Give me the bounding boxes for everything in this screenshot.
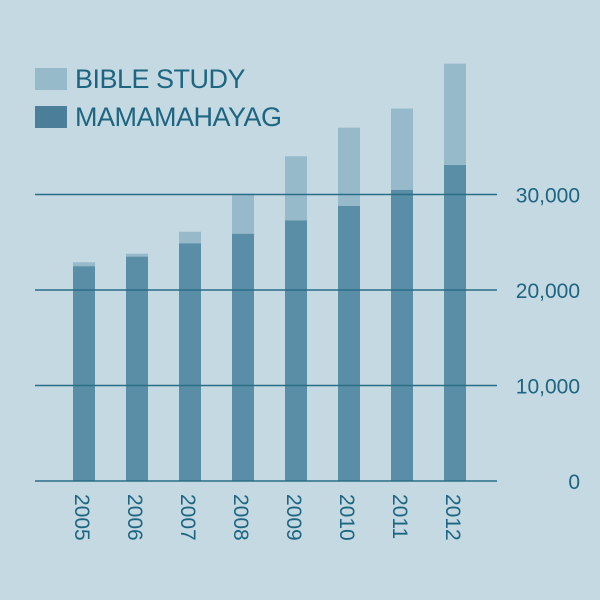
x-tick-label: 2008 [229,494,252,541]
y-tick-label: 0 [568,471,580,494]
bar-mamamahayag-2009 [285,220,307,481]
x-tick-label: 2011 [388,494,411,539]
x-tick-label: 2007 [176,494,199,541]
legend: BIBLE STUDY MAMAMAHAYAG [35,60,282,136]
bar-bible-study-2011 [391,108,413,190]
legend-label: MAMAMAHAYAG [75,101,282,132]
bar-mamamahayag-2010 [338,205,360,481]
bar-bible-study-2007 [179,231,201,244]
legend-label: BIBLE STUDY [75,63,246,94]
x-tick-label: 2005 [70,494,93,541]
legend-swatch-mamamahayag [35,106,67,128]
legend-item-bible-study: BIBLE STUDY [35,60,282,98]
bar-mamamahayag-2008 [232,233,254,481]
bar-mamamahayag-2011 [391,189,413,481]
legend-swatch-bible-study [35,68,67,90]
bar-bible-study-2012 [444,63,466,165]
bar-bible-study-2006 [126,253,148,257]
bar-mamamahayag-2006 [126,256,148,481]
bar-mamamahayag-2007 [179,243,201,481]
bar-bible-study-2008 [232,193,254,234]
y-tick-label: 10,000 [516,376,580,399]
legend-item-mamamahayag: MAMAMAHAYAG [35,98,282,136]
bar-bible-study-2009 [285,156,307,221]
x-tick-label: 2012 [441,494,464,541]
bar-bible-study-2005 [73,262,95,267]
bar-mamamahayag-2012 [444,164,466,481]
bar-mamamahayag-2005 [73,266,95,481]
y-tick-label: 20,000 [516,280,580,303]
x-tick-label: 2010 [335,494,358,541]
x-tick-label: 2009 [282,494,305,541]
x-tick-label: 2006 [123,494,146,541]
bar-bible-study-2010 [338,127,360,206]
y-tick-label: 30,000 [516,185,580,208]
